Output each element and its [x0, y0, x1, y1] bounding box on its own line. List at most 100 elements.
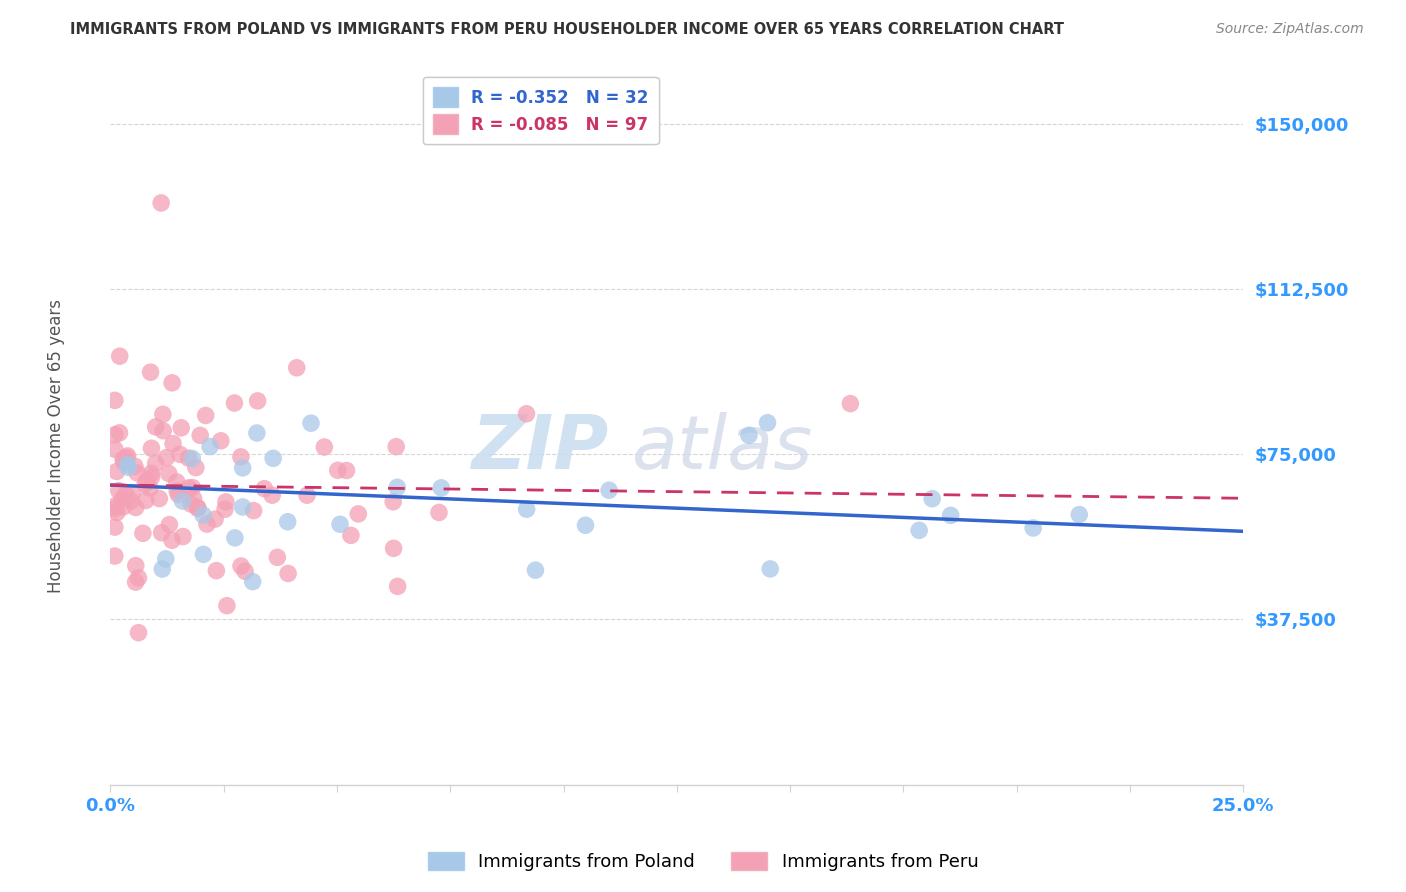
Point [1069, 508, 1091, 522]
Point [183, 491, 205, 506]
Point [188, 428, 211, 442]
Point [104, 520, 127, 534]
Point [253, 482, 276, 496]
Point [160, 533, 183, 548]
Point [1022, 521, 1045, 535]
Point [187, 500, 209, 515]
Point [427, 506, 450, 520]
Point [104, 427, 127, 442]
Point [167, 487, 190, 501]
Point [184, 460, 207, 475]
Point [108, 349, 131, 363]
Point [738, 428, 761, 442]
Point [262, 488, 284, 502]
Point [242, 574, 264, 589]
Point [232, 500, 254, 514]
Text: Householder Income Over 65 years: Householder Income Over 65 years [48, 299, 65, 593]
Point [124, 575, 146, 590]
Point [112, 500, 135, 514]
Point [169, 447, 191, 461]
Point [314, 440, 336, 454]
Point [117, 460, 139, 475]
Point [127, 466, 149, 480]
Point [329, 517, 352, 532]
Point [574, 518, 596, 533]
Point [105, 506, 128, 520]
Point [430, 481, 453, 495]
Point [285, 360, 308, 375]
Point [172, 529, 194, 543]
Point [145, 456, 167, 470]
Point [155, 450, 177, 465]
Point [135, 474, 157, 488]
Point [117, 458, 139, 472]
Point [155, 551, 177, 566]
Point [242, 503, 264, 517]
Point [224, 396, 246, 410]
Point [172, 494, 194, 508]
Point [232, 461, 254, 475]
Point [150, 562, 173, 576]
Point [150, 525, 173, 540]
Point [340, 528, 363, 542]
Point [127, 571, 149, 585]
Point [214, 502, 236, 516]
Point [515, 407, 537, 421]
Point [145, 420, 167, 434]
Point [299, 416, 322, 430]
Point [598, 483, 620, 498]
Point [111, 492, 134, 507]
Point [141, 470, 163, 484]
Point [141, 442, 163, 456]
Point [134, 477, 156, 491]
Text: IMMIGRANTS FROM POLAND VS IMMIGRANTS FROM PERU HOUSEHOLDER INCOME OVER 65 YEARS : IMMIGRANTS FROM POLAND VS IMMIGRANTS FRO… [70, 22, 1064, 37]
Point [170, 421, 193, 435]
Point [157, 517, 180, 532]
Point [139, 365, 162, 379]
Text: atlas: atlas [631, 412, 813, 484]
Point [128, 625, 150, 640]
Point [387, 480, 409, 494]
Point [246, 425, 269, 440]
Point [139, 481, 162, 495]
Point [939, 508, 962, 523]
Point [177, 451, 200, 466]
Point [124, 459, 146, 474]
Point [839, 396, 862, 410]
Point [921, 491, 943, 506]
Point [152, 424, 174, 438]
Point [148, 491, 170, 506]
Point [215, 495, 238, 509]
Point [135, 493, 157, 508]
Point [108, 425, 131, 440]
Point [160, 376, 183, 390]
Point [181, 481, 204, 495]
Point [277, 515, 299, 529]
Point [166, 475, 188, 489]
Point [756, 416, 779, 430]
Text: Source: ZipAtlas.com: Source: ZipAtlas.com [1216, 22, 1364, 37]
Point [195, 517, 218, 532]
Point [187, 501, 209, 516]
Point [104, 442, 127, 457]
Point [180, 497, 202, 511]
Point [266, 550, 288, 565]
Point [193, 508, 215, 522]
Point [335, 464, 357, 478]
Point [382, 495, 405, 509]
Point [104, 499, 127, 513]
Point [385, 440, 408, 454]
Point [524, 563, 547, 577]
Point [125, 500, 148, 515]
Point [114, 487, 136, 501]
Point [205, 564, 228, 578]
Point [117, 449, 139, 463]
Legend: Immigrants from Poland, Immigrants from Peru: Immigrants from Poland, Immigrants from … [420, 845, 986, 879]
Point [759, 562, 782, 576]
Point [107, 483, 129, 498]
Point [132, 526, 155, 541]
Point [516, 502, 538, 516]
Point [162, 436, 184, 450]
Point [141, 467, 163, 481]
Point [198, 440, 221, 454]
